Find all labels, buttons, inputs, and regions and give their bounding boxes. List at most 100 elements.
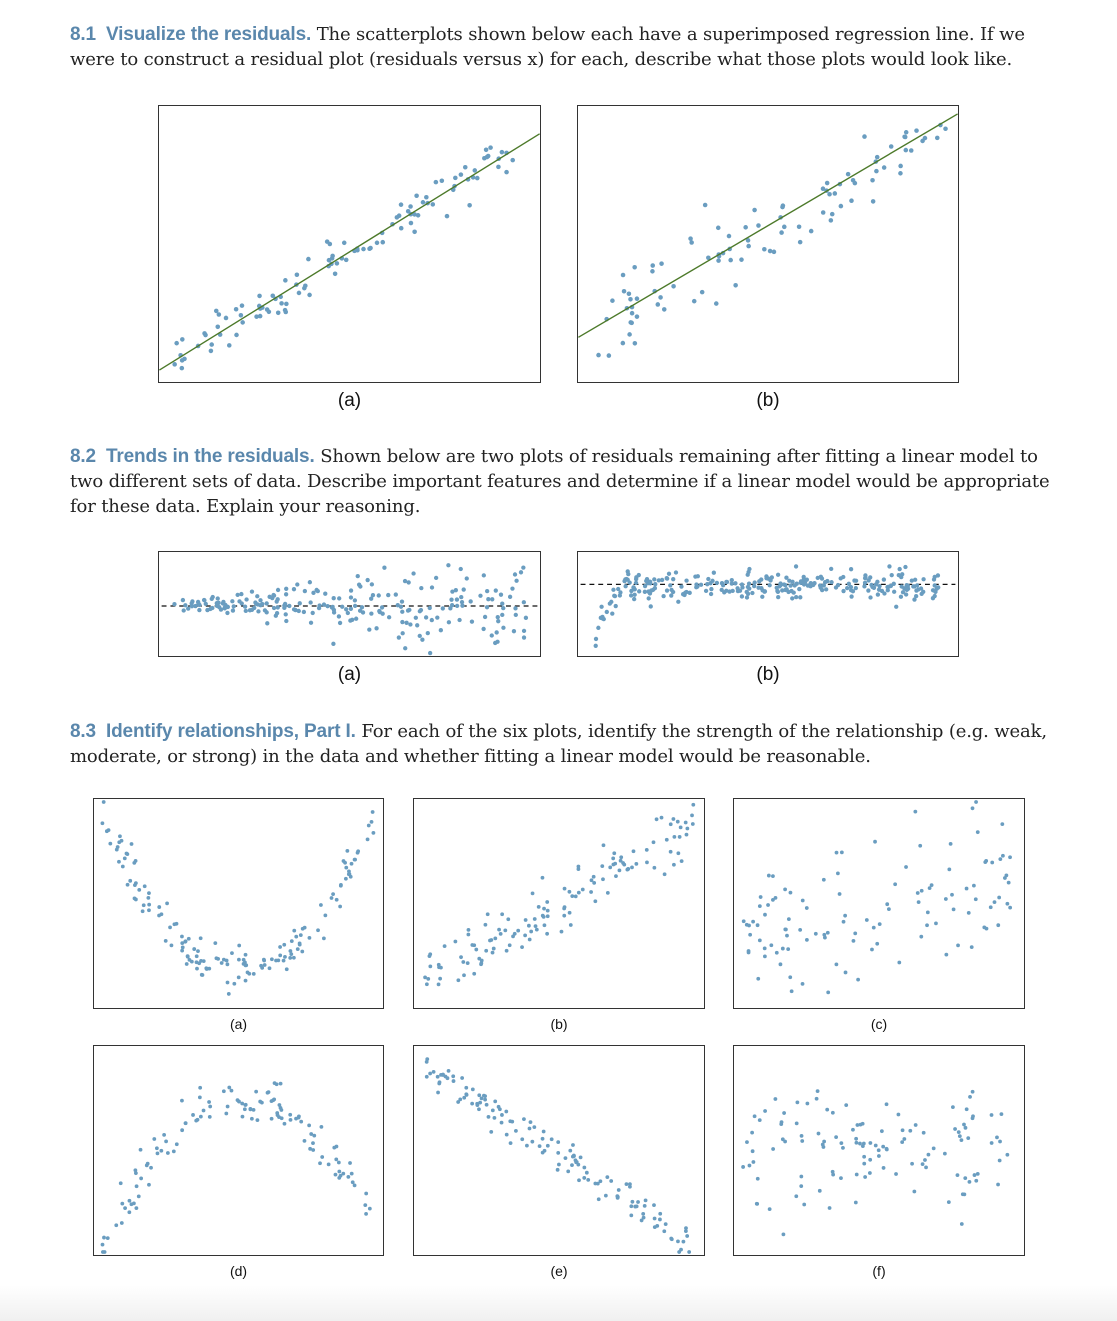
data-point <box>145 1161 150 1166</box>
data-point <box>848 588 854 593</box>
data-point <box>610 611 615 616</box>
data-point <box>307 580 313 585</box>
data-point <box>914 128 919 133</box>
data-point <box>134 897 138 902</box>
data-point <box>100 821 105 826</box>
data-point <box>659 261 664 266</box>
data-point <box>826 990 831 995</box>
data-point <box>834 850 839 855</box>
data-point <box>794 594 799 600</box>
data-point <box>797 586 802 592</box>
data-point <box>873 839 877 844</box>
data-point <box>105 1236 110 1241</box>
data-point <box>500 1113 504 1117</box>
problem-number: 8.1 <box>70 24 96 45</box>
data-point <box>277 1103 282 1107</box>
data-point <box>668 822 673 827</box>
data-point <box>921 577 926 582</box>
problem-title: Visualize the residuals. <box>105 24 312 45</box>
data-point <box>386 615 392 620</box>
data-point <box>428 1071 433 1076</box>
data-point <box>495 614 500 620</box>
data-point <box>603 1193 608 1198</box>
data-point <box>128 878 133 883</box>
data-point <box>881 1166 886 1170</box>
data-point <box>104 829 109 834</box>
data-point <box>282 1121 287 1126</box>
data-point <box>448 606 453 611</box>
data-point <box>282 604 288 609</box>
data-point <box>209 342 214 347</box>
data-point <box>350 617 355 622</box>
data-point <box>458 566 463 572</box>
data-point <box>310 610 315 616</box>
data-point <box>346 1174 351 1179</box>
data-point <box>171 1149 176 1154</box>
data-point <box>794 1121 799 1126</box>
residual-plot-8-2-b <box>577 551 959 657</box>
data-point <box>298 933 303 937</box>
data-point <box>733 581 738 586</box>
data-point <box>728 257 733 263</box>
data-point <box>632 592 637 597</box>
data-point <box>894 604 899 609</box>
data-point <box>580 887 585 892</box>
data-point <box>870 947 874 952</box>
data-point <box>379 605 385 610</box>
data-point <box>771 874 775 879</box>
data-point <box>503 928 508 933</box>
data-point <box>849 198 854 203</box>
data-point <box>361 246 366 252</box>
data-point <box>367 1206 372 1211</box>
data-point <box>831 1172 836 1177</box>
data-point <box>838 203 844 209</box>
data-point <box>512 931 517 936</box>
data-point <box>467 202 472 208</box>
data-point <box>239 591 244 597</box>
data-point <box>955 1173 960 1178</box>
data-point <box>904 587 909 592</box>
data-point <box>642 589 648 594</box>
data-point <box>864 918 869 922</box>
data-point <box>433 179 439 185</box>
data-point <box>317 603 322 608</box>
data-point <box>504 948 509 953</box>
data-point <box>664 588 670 593</box>
data-point <box>805 937 809 942</box>
data-point <box>289 939 294 944</box>
data-point <box>430 202 436 207</box>
data-point <box>743 225 748 230</box>
data-point <box>221 1089 226 1094</box>
data-point <box>521 635 527 640</box>
data-point <box>306 256 311 262</box>
data-point <box>904 865 908 869</box>
data-point <box>284 301 289 307</box>
data-point <box>320 1155 325 1159</box>
data-point <box>897 960 902 965</box>
data-point <box>501 625 506 630</box>
data-point <box>289 952 294 956</box>
data-point <box>652 865 657 870</box>
data-point <box>748 932 753 937</box>
data-point <box>745 1140 749 1144</box>
panel-label: (c) <box>870 1016 888 1032</box>
data-point <box>752 580 757 585</box>
data-point <box>117 840 122 845</box>
data-point <box>271 593 277 598</box>
data-point <box>636 1200 640 1204</box>
data-point <box>683 820 688 825</box>
data-point <box>398 202 404 207</box>
data-point <box>946 1200 951 1204</box>
data-point <box>513 612 518 618</box>
data-point <box>884 1102 889 1107</box>
data-point <box>861 1141 866 1146</box>
data-point <box>903 592 909 597</box>
data-point <box>841 1146 845 1150</box>
data-point <box>279 1116 284 1121</box>
residual-plot-8-2-a <box>158 551 541 657</box>
data-point <box>975 1171 980 1176</box>
data-point <box>957 1134 962 1139</box>
data-point <box>676 851 681 856</box>
data-point <box>100 1242 105 1247</box>
data-point <box>456 978 461 983</box>
